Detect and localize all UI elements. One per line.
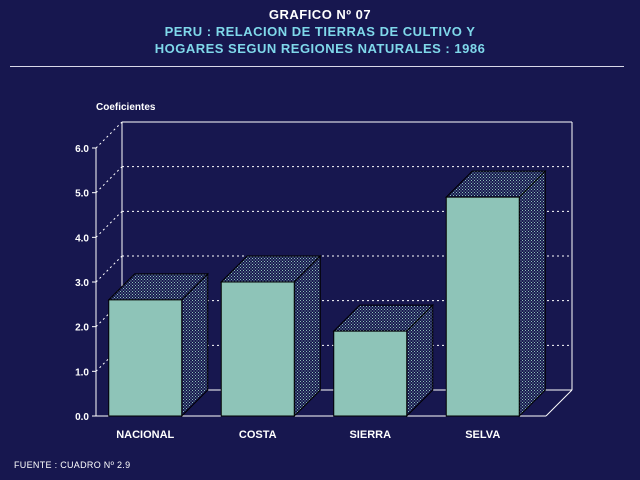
x-tick-label: SIERRA [349,429,391,441]
y-tick-label: 1.0 [75,367,89,378]
y-tick-label: 6.0 [75,144,89,155]
x-tick-label: SELVA [465,429,500,441]
y-tick-label: 0.0 [75,412,89,423]
bar-nacional [107,272,209,418]
chart-title-line-1: PERU : RELACION DE TIERRAS DE CULTIVO Y [164,24,476,39]
title-divider [10,66,624,67]
bar-costa [220,254,322,418]
chart-title-block: GRAFICO Nº 07 PERU : RELACION DE TIERRAS… [0,6,640,57]
gridline-diagonal [95,210,123,238]
x-tick-label: COSTA [239,429,277,441]
y-axis-label: Coeficientes [96,102,156,113]
gridline-diagonal [95,166,123,194]
bar-front-face [445,196,520,417]
bar-side-face [293,254,321,418]
y-tick-label: 2.0 [75,323,89,334]
floor-right-edge [545,389,573,417]
x-tick-label: NACIONAL [116,429,174,441]
y-tick-label: 5.0 [75,189,89,200]
gridline-diagonal [95,121,123,149]
source-note: FUENTE : CUADRO Nº 2.9 [14,460,131,470]
gridline-diagonal [95,255,123,283]
y-tick-label: 4.0 [75,233,89,244]
bar-front-face [220,281,295,417]
bar-sierra [332,303,434,418]
bar-front-face [108,299,183,417]
bar-side-face [518,169,546,418]
chart-number-title: GRAFICO Nº 07 [268,7,372,22]
bar-front-face [333,330,408,417]
y-tick-label: 3.0 [75,278,89,289]
bar-selva [445,169,547,418]
chart-title-line-2: HOGARES SEGUN REGIONES NATURALES : 1986 [154,41,486,56]
